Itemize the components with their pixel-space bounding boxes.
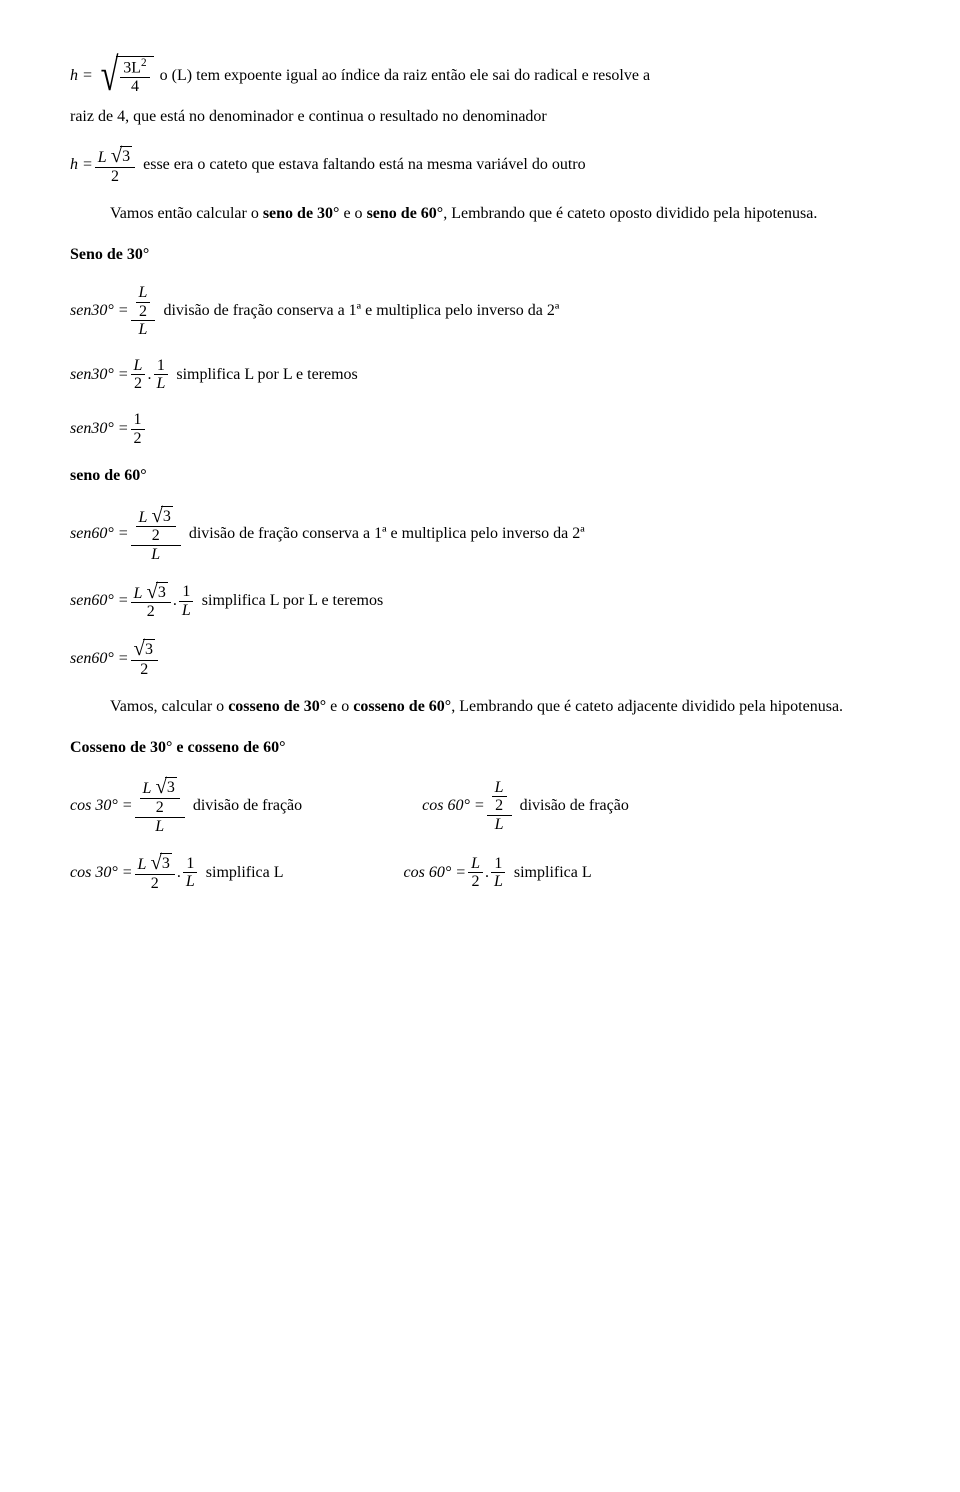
eq-sen60-3: sen60° = √3 2	[70, 639, 890, 678]
heading-seno60: seno de 60°	[70, 465, 890, 487]
b2: seno de 60°	[367, 205, 444, 222]
d: 2	[469, 873, 483, 891]
r: 3	[143, 639, 155, 660]
lhs: sen30° =	[70, 300, 129, 322]
lhs: h =	[70, 154, 93, 176]
cos-row-1: cos 30° = L √3 2 L divisão de fração cos…	[70, 777, 890, 835]
m: e o	[339, 205, 366, 222]
n: L	[468, 855, 483, 874]
t: Vamos então calcular o	[110, 205, 263, 222]
text60: simplifica L	[514, 862, 592, 884]
eq-h-sqrt: h = √ 3L2 4 o (L) tem expoente igual ao …	[70, 56, 890, 96]
n2: 1	[154, 357, 168, 376]
n2: 1	[491, 855, 505, 874]
eq-sen60-1: sen60° = L √3 2 L divisão de fração cons…	[70, 506, 890, 564]
num: 3L	[123, 59, 141, 76]
lhs: sen60° =	[70, 648, 129, 670]
b: L	[152, 818, 167, 836]
L: L	[139, 509, 148, 526]
n2: 1	[183, 855, 197, 874]
text: simplifica L por L e teremos	[176, 364, 357, 386]
d: 2	[131, 430, 145, 448]
cos-row-2: cos 30° = L √3 2 . 1 L simplifica L cos …	[70, 853, 890, 892]
p3: Vamos então calcular o seno de 30° e o s…	[70, 203, 890, 225]
text60: divisão de fração	[520, 795, 629, 817]
eq-sen30-2: sen30° = L 2 . 1 L simplifica L por L e …	[70, 357, 890, 393]
lhs30: cos 30° =	[70, 862, 133, 884]
t2: , Lembrando que é cateto oposto dividido…	[443, 205, 817, 222]
n: L	[136, 284, 151, 303]
d2: L	[491, 873, 506, 891]
d2: L	[153, 375, 168, 393]
text30: divisão de fração	[193, 795, 302, 817]
d: 2	[131, 375, 145, 393]
d: 2	[136, 303, 150, 321]
d: 2	[492, 797, 506, 815]
dot: .	[177, 862, 181, 884]
r: 3	[161, 506, 173, 527]
text: o (L) tem expoente igual ao índice da ra…	[160, 65, 650, 87]
m: e o	[326, 698, 353, 715]
sup: 2	[141, 57, 147, 69]
root3: 3	[120, 146, 132, 167]
text: divisão de fração conserva a 1ª e multip…	[189, 523, 585, 545]
text: simplifica L por L e teremos	[202, 590, 383, 612]
p-cos: Vamos, calcular o cosseno de 30° e o cos…	[70, 696, 890, 718]
eq-sen30-1: sen30° = L 2 L divisão de fração conserv…	[70, 284, 890, 339]
L: L	[98, 149, 107, 166]
d2: L	[183, 873, 198, 891]
heading-seno30: Seno de 30°	[70, 244, 890, 266]
sqrt: √ 3L2 4	[93, 56, 154, 96]
text: esse era o cateto que estava faltando es…	[143, 154, 585, 176]
b: L	[136, 321, 151, 339]
r: 3	[156, 582, 168, 603]
dot: .	[173, 590, 177, 612]
lhs: sen30° =	[70, 364, 129, 386]
r: 3	[160, 853, 172, 874]
d: 2	[153, 799, 167, 817]
b1: seno de 30°	[263, 205, 340, 222]
n: L	[131, 357, 146, 376]
L: L	[138, 856, 147, 873]
r: 3	[165, 777, 177, 798]
d: 2	[148, 875, 162, 893]
d: 2	[137, 661, 151, 679]
lhs30: cos 30° =	[70, 795, 133, 817]
t: Vamos, calcular o	[110, 698, 228, 715]
radical-icon: √	[100, 56, 118, 96]
p1-cont: raiz de 4, que está no denominador e con…	[70, 106, 890, 128]
lhs60: cos 60° =	[404, 862, 467, 884]
b2: cosseno de 60°	[353, 698, 451, 715]
eq-h-l-root3: h = L √3 2 esse era o cateto que estava …	[70, 146, 890, 185]
lhs: sen60° =	[70, 590, 129, 612]
n: 1	[131, 411, 145, 430]
d2: L	[179, 602, 194, 620]
L: L	[134, 585, 143, 602]
eq-sen30-3: sen30° = 1 2	[70, 411, 890, 447]
lhs60: cos 60° =	[422, 795, 485, 817]
den: 4	[128, 78, 142, 96]
dot: .	[147, 364, 151, 386]
b: L	[148, 546, 163, 564]
text30: simplifica L	[206, 862, 284, 884]
dot: .	[485, 862, 489, 884]
b1: cosseno de 30°	[228, 698, 326, 715]
heading-cos: Cosseno de 30° e cosseno de 60°	[70, 737, 890, 759]
text: divisão de fração conserva a 1ª e multip…	[163, 300, 559, 322]
n2: 1	[179, 583, 193, 602]
lhs: h =	[70, 65, 93, 87]
d: 2	[149, 527, 163, 545]
den: 2	[108, 168, 122, 186]
t2: , Lembrando que é cateto adjacente divid…	[451, 698, 843, 715]
L: L	[143, 780, 152, 797]
lhs: sen30° =	[70, 418, 129, 440]
eq-sen60-2: sen60° = L √3 2 . 1 L simplifica L por L…	[70, 582, 890, 621]
b: L	[492, 816, 507, 834]
d: 2	[144, 603, 158, 621]
n: L	[492, 779, 507, 798]
lhs: sen60° =	[70, 523, 129, 545]
